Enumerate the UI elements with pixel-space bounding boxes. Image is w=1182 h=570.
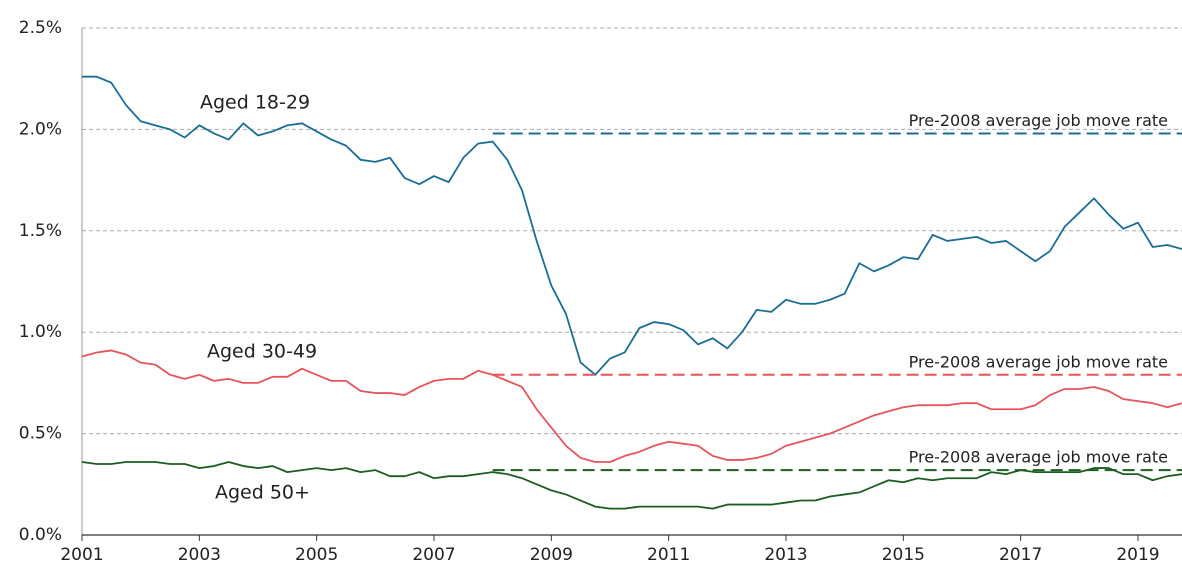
- y-tick-label: 1.5%: [19, 221, 62, 241]
- x-tick-label: 2005: [295, 545, 338, 565]
- average-label: Pre-2008 average job move rate: [909, 448, 1168, 467]
- x-tick-label: 2009: [530, 545, 573, 565]
- y-tick-label: 0.5%: [19, 424, 62, 444]
- x-tick-label: 2011: [647, 545, 690, 565]
- y-tick-label: 2.0%: [19, 119, 62, 139]
- average-label: Pre-2008 average job move rate: [909, 111, 1168, 130]
- x-tick-label: 2007: [412, 545, 455, 565]
- x-tick-label: 2015: [882, 545, 925, 565]
- x-tick-label: 2017: [999, 545, 1042, 565]
- y-tick-label: 1.0%: [19, 322, 62, 342]
- series-line: [81, 461, 1182, 510]
- series-line: [82, 75, 1182, 376]
- y-tick-label: 0.0%: [19, 525, 62, 545]
- x-tick-label: 2001: [60, 545, 103, 565]
- average-label: Pre-2008 average job move rate: [909, 352, 1168, 371]
- x-tick-label: 2003: [178, 545, 221, 565]
- x-tick-label: 2013: [764, 545, 807, 565]
- y-tick-label: 2.5%: [19, 18, 62, 38]
- series-label: Aged 50+: [215, 482, 310, 504]
- series-label: Aged 18-29: [200, 92, 310, 114]
- series-label: Aged 30-49: [207, 341, 317, 363]
- x-tick-label: 2019: [1116, 545, 1159, 565]
- series-line: [81, 349, 1182, 463]
